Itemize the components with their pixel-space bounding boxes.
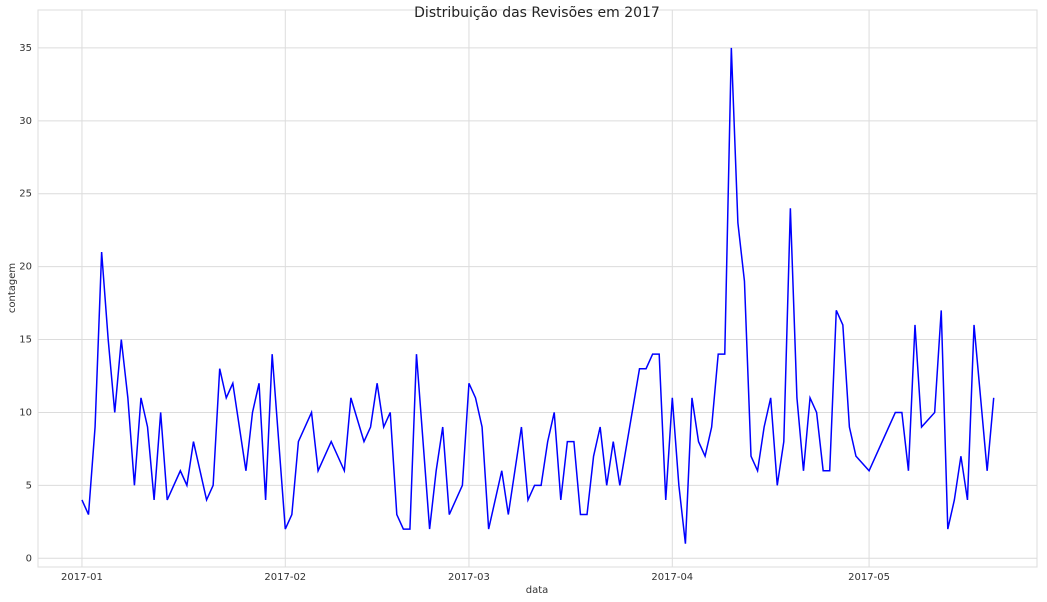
y-tick-label: 10 bbox=[19, 407, 32, 418]
y-tick-label: 5 bbox=[26, 480, 32, 491]
y-axis-label: contagem bbox=[7, 263, 18, 313]
x-axis-label: data bbox=[526, 585, 549, 596]
y-tick-label: 0 bbox=[26, 553, 32, 564]
x-tick-label: 2017-02 bbox=[264, 572, 306, 583]
y-tick-label: 30 bbox=[19, 116, 32, 127]
x-tick-label: 2017-05 bbox=[848, 572, 890, 583]
y-tick-label: 20 bbox=[19, 262, 32, 273]
y-tick-label: 35 bbox=[19, 43, 32, 54]
chart-title: Distribuição das Revisões em 2017 bbox=[414, 5, 660, 21]
x-tick-label: 2017-04 bbox=[651, 572, 693, 583]
plot-area bbox=[37, 9, 1038, 568]
x-tick-label: 2017-01 bbox=[61, 572, 103, 583]
x-tick-label: 2017-03 bbox=[448, 572, 490, 583]
y-tick-label: 15 bbox=[19, 335, 32, 346]
line bbox=[81, 47, 995, 544]
y-tick-label: 25 bbox=[19, 189, 32, 200]
